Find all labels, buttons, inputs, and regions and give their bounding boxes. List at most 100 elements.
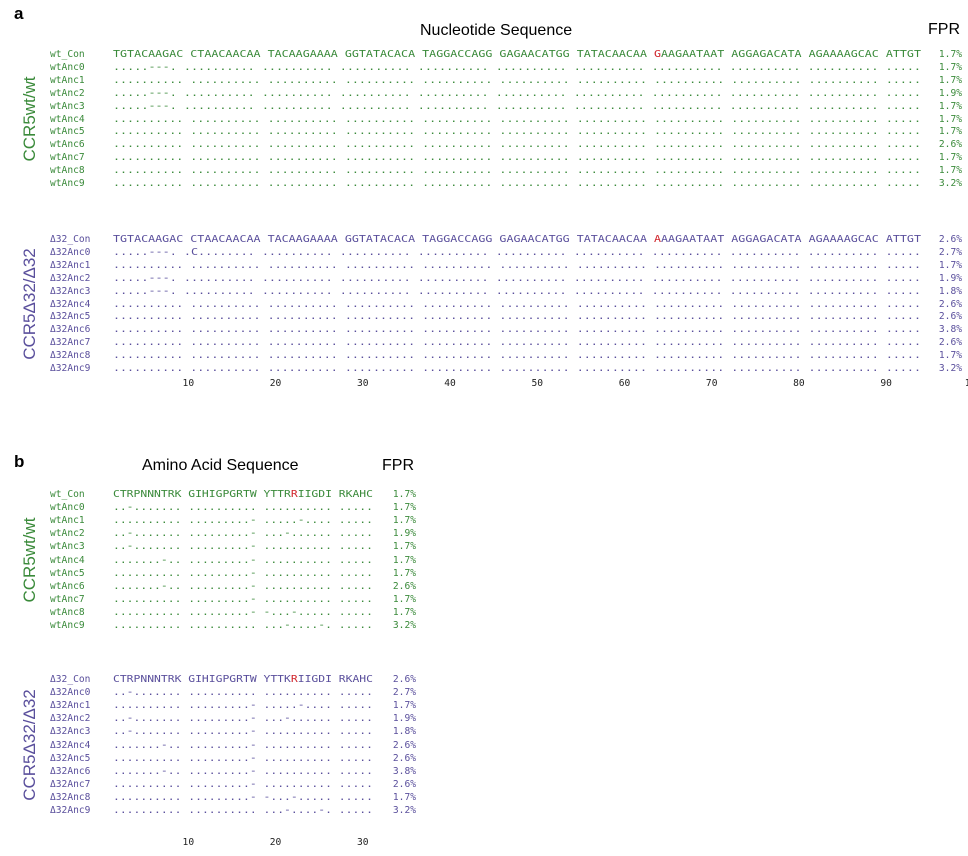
variant-residue: G [653,49,662,60]
fpr-value: 1.7% [938,74,962,86]
sequence-string: .......-.. .........- .......... ..... [113,739,373,751]
sequence-name: Δ32Anc5 [50,311,91,323]
fpr-value: 2.6% [392,752,416,764]
fpr-value: 2.6% [392,674,416,685]
tick-label: 10 [182,378,195,389]
sequence-name: Δ32Anc3 [50,285,91,297]
fpr-value: 2.6% [938,139,962,151]
tick-label: 20 [269,378,282,389]
sequence-string: .......... .......... .......... .......… [113,350,921,362]
fpr-value: 2.6% [938,298,962,310]
fpr-value: 1.7% [938,126,962,138]
fpr-value: 2.6% [392,580,416,592]
fpr-value: 1.7% [392,593,416,605]
sequence-string: .......... .......... ...-....-. ..... [113,805,373,816]
sequence-string: CTRPNNNTRK GIHIGPGRTW YTTRRIIGDI RKAHC [113,488,373,502]
fpr-value: 3.2% [938,178,962,189]
fpr-value: 1.7% [938,49,962,60]
sequence-name: wtAnc0 [50,61,85,73]
fpr-value: 2.6% [938,311,962,323]
fpr-value: 2.6% [938,337,962,349]
sequence-name: wtAnc5 [50,567,85,579]
sequence-string: .......-.. .........- .......... ..... [113,765,373,777]
group-label-d32: CCR5Δ32/Δ32 [20,248,39,360]
sequence-name: Δ32Anc8 [50,791,91,803]
sequence-string: .......... .......... .......... .......… [113,259,921,271]
sequence-string: ..-....... .......... .......... ..... [113,502,373,514]
sequence-name: Δ32Anc2 [50,713,91,725]
sequence-part: AAGAATAAT AGGAGACATA AGAAAAGCAC ATTGT [661,49,921,60]
sequence-name: Δ32Anc1 [50,700,91,712]
sequence-string: .......... .........- .....-.... ..... [113,700,373,712]
fpr-value: 1.7% [938,113,962,125]
fpr-value: 1.9% [938,87,962,99]
tick-label: 70 [705,378,718,389]
sequence-name: wtAnc6 [50,139,85,151]
sequence-string: TGTACAAGAC CTAACAACAA TACAAGAAAA GGTATAC… [113,48,921,62]
sequence-name: Δ32Anc3 [50,726,91,738]
variant-residue: A [653,234,662,245]
sequence-string: ..-....... .........- .......... ..... [113,726,373,738]
sequence-string: .....---. .......... .......... ........… [113,285,922,297]
sequence-name: Δ32Anc9 [50,805,91,816]
group-label-wt: CCR5wt/wt [20,76,39,162]
sequence-name: wtAnc2 [50,528,85,540]
sequence-string: .......... .......... .......... .......… [113,324,921,336]
sequence-name: Δ32Anc1 [50,259,91,271]
sequence-name: Δ32Anc4 [50,298,91,310]
sequence-string: .......... .......... .......... .......… [113,113,921,125]
fpr-value: 1.7% [938,61,962,73]
sequence-string: .......... .......... ...-....-. ..... [113,620,373,631]
fpr-value: 1.7% [392,554,416,566]
sequence-name: wtAnc5 [50,126,85,138]
sequence-string: .......-.. .........- .......... ..... [113,580,373,592]
sequence-string: .......... .........- -...-..... ..... [113,606,373,618]
fpr-value: 3.8% [938,324,962,336]
sequence-name: Δ32Anc2 [50,272,91,284]
sequence-part: IIGDI RKAHC [297,674,373,685]
sequence-string: .....---. .......... .......... ........… [113,100,922,112]
fpr-value: 1.7% [938,259,962,271]
sequence-name: wt_Con [50,489,85,500]
sequence-string: .....---. .......... .......... ........… [113,87,922,99]
sequence-name: wtAnc4 [50,113,85,125]
sequence-string: .......... .........- -...-..... ..... [113,791,373,803]
sequence-name: wtAnc7 [50,152,85,164]
sequence-name: wtAnc3 [50,541,85,553]
fpr-value: 1.7% [392,567,416,579]
sequence-string: .....---. .C........ .......... ........… [113,246,922,258]
sequence-name: Δ32_Con [50,674,91,685]
sequence-name: Δ32Anc7 [50,778,91,790]
fpr-value: 1.7% [938,152,962,164]
sequence-part: CTRPNNNTRK GIHIGPGRTW YTTR [113,489,291,500]
fpr-value: 2.7% [392,687,416,699]
sequence-string: CTRPNNNTRK GIHIGPGRTW YTTKRIIGDI RKAHC [113,673,373,687]
group-label-d32: CCR5Δ32/Δ32 [20,689,39,801]
sequence-string: .......... .......... .......... .......… [113,311,921,323]
sequence-string: .....---. .......... .......... ........… [113,61,922,73]
sequence-name: Δ32Anc6 [50,765,91,777]
tick-label: 50 [531,378,544,389]
fpr-value: 1.7% [392,515,416,527]
tick-label: 80 [793,378,805,389]
sequence-string: TGTACAAGAC CTAACAACAA TACAAGAAAA GGTATAC… [113,233,921,247]
fpr-value: 1.7% [938,350,962,362]
sequence-name: Δ32Anc0 [50,246,91,258]
sequence-string: .......... .........- .......... ..... [113,593,373,605]
fpr-value: 1.7% [392,791,416,803]
fpr-value: 1.9% [938,272,962,284]
sequence-part: CTRPNNNTRK GIHIGPGRTW YTTK [113,674,291,685]
sequence-string: .......... .......... .......... .......… [113,178,921,189]
fpr-value: 1.8% [938,285,962,297]
sequence-string: .......... .......... .......... .......… [113,152,921,164]
sequence-part: TGTACAAGAC CTAACAACAA TACAAGAAAA GGTATAC… [113,49,654,60]
panel-a-title: Nucleotide Sequence [420,22,573,39]
sequence-part: AAGAATAAT AGGAGACATA AGAAAAGCAC ATTGT [661,234,921,245]
sequence-string: ..-....... .........- ...-...... ..... [113,528,373,540]
sequence-string: .......... .........- .......... ..... [113,567,373,579]
sequence-name: wtAnc1 [50,515,85,527]
sequence-name: Δ32Anc0 [50,687,91,699]
fpr-value: 1.9% [392,713,416,725]
sequence-name: Δ32Anc6 [50,324,91,336]
sequence-name: wtAnc3 [50,100,85,112]
